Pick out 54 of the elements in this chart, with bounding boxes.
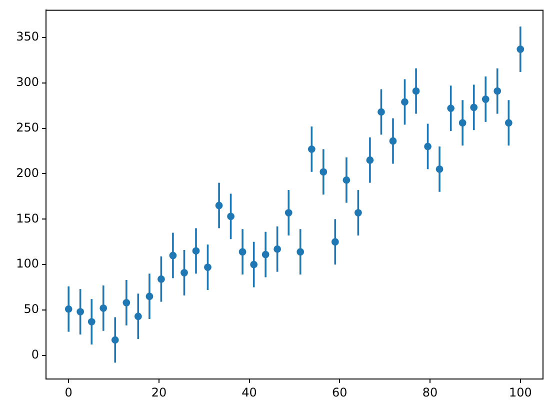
point — [64, 305, 72, 313]
point — [134, 312, 142, 320]
point — [516, 46, 524, 53]
point — [192, 247, 200, 255]
point — [296, 248, 304, 256]
y-tick-label: 300 — [16, 74, 39, 89]
point — [146, 292, 154, 300]
point — [215, 202, 223, 210]
point — [458, 119, 466, 127]
point — [331, 238, 339, 246]
y-tick-label: 250 — [16, 120, 39, 134]
x-tick-label: 0 — [64, 385, 72, 400]
y-tick-label: 200 — [16, 166, 39, 180]
x-tick-label: 60 — [332, 385, 348, 400]
y-tick-label: 350 — [16, 30, 39, 44]
point — [169, 252, 177, 260]
point — [204, 264, 212, 271]
point — [436, 165, 444, 173]
x-tick-label: 40 — [242, 385, 257, 400]
point — [504, 119, 512, 127]
point — [389, 137, 397, 145]
x-tick-label: 20 — [151, 385, 167, 400]
point — [122, 298, 130, 306]
point — [354, 209, 362, 216]
point — [320, 168, 328, 176]
point — [262, 250, 270, 258]
point — [111, 336, 119, 344]
point — [274, 245, 282, 253]
point — [238, 248, 246, 256]
point — [250, 260, 258, 268]
point — [378, 108, 385, 116]
point — [100, 304, 108, 312]
point — [401, 98, 408, 106]
point — [76, 308, 84, 316]
x-tick-label: 80 — [422, 385, 438, 400]
point — [447, 104, 455, 112]
point — [494, 87, 502, 95]
x-tick-label: 100 — [508, 385, 532, 400]
y-tick-label: 50 — [24, 302, 39, 316]
y-tick-label: 150 — [16, 211, 39, 226]
point — [412, 87, 420, 95]
point — [482, 96, 490, 103]
point — [180, 269, 188, 276]
point — [88, 318, 96, 326]
point — [424, 142, 432, 150]
y-tick-label: 100 — [16, 256, 39, 271]
point — [284, 209, 292, 216]
y-tick-label: 0 — [31, 348, 39, 362]
point — [470, 104, 478, 112]
point — [366, 156, 374, 164]
point — [342, 176, 350, 184]
point — [158, 275, 165, 283]
point — [227, 212, 234, 220]
point — [308, 145, 316, 153]
